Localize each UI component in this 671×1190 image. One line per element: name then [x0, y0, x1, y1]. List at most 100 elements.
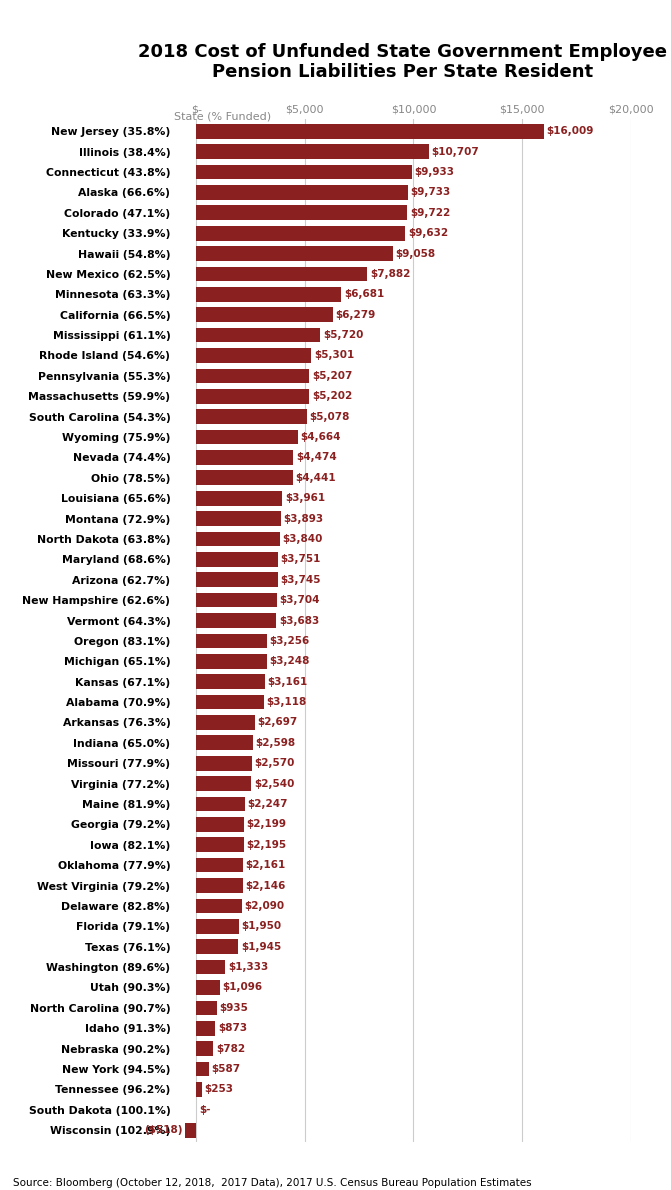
Bar — [196, 858, 243, 872]
Bar — [196, 490, 282, 506]
Bar — [196, 838, 244, 852]
Text: $2,598: $2,598 — [255, 738, 295, 747]
Text: $3,683: $3,683 — [279, 615, 319, 626]
Text: $7,882: $7,882 — [370, 269, 411, 278]
Text: $1,096: $1,096 — [223, 983, 263, 992]
Text: $2,570: $2,570 — [254, 758, 295, 769]
Text: $-: $- — [199, 1104, 210, 1115]
Bar — [196, 450, 293, 465]
Text: $5,720: $5,720 — [323, 330, 364, 340]
Bar — [196, 267, 368, 281]
Bar — [196, 756, 252, 771]
Bar — [196, 349, 311, 363]
Text: $1,945: $1,945 — [241, 941, 281, 952]
Text: $587: $587 — [211, 1064, 241, 1075]
Bar — [196, 287, 342, 301]
Text: ($518): ($518) — [144, 1126, 183, 1135]
Text: $3,961: $3,961 — [285, 493, 325, 503]
Bar — [196, 654, 267, 669]
Text: $2,540: $2,540 — [254, 778, 295, 789]
Bar — [196, 675, 265, 689]
Text: $2,697: $2,697 — [258, 718, 298, 727]
Bar — [196, 430, 297, 444]
Text: $3,893: $3,893 — [283, 514, 323, 524]
Text: $3,840: $3,840 — [282, 534, 323, 544]
Text: $2,090: $2,090 — [244, 901, 285, 910]
Bar — [196, 327, 321, 343]
Bar — [196, 1061, 209, 1076]
Text: $9,733: $9,733 — [410, 187, 450, 198]
Bar — [196, 796, 245, 812]
Text: $9,722: $9,722 — [410, 208, 450, 218]
Text: $253: $253 — [204, 1084, 234, 1095]
Text: $3,256: $3,256 — [270, 635, 310, 646]
Bar — [196, 1082, 202, 1097]
Text: $5,202: $5,202 — [312, 392, 352, 401]
Text: $16,009: $16,009 — [547, 126, 594, 136]
Text: $2,199: $2,199 — [246, 820, 287, 829]
Bar — [196, 164, 412, 180]
Text: $4,474: $4,474 — [296, 452, 337, 463]
Bar — [196, 409, 307, 424]
Bar — [196, 960, 225, 975]
Bar — [196, 369, 309, 383]
Text: $6,681: $6,681 — [344, 289, 384, 300]
Bar — [196, 919, 239, 934]
Text: $2,146: $2,146 — [246, 881, 286, 890]
Text: $9,933: $9,933 — [415, 167, 455, 177]
Bar — [196, 1001, 217, 1015]
Text: $2,161: $2,161 — [246, 860, 286, 870]
Bar — [196, 389, 309, 403]
Bar — [196, 878, 243, 892]
Bar — [196, 124, 544, 138]
Bar — [196, 206, 407, 220]
Text: $1,333: $1,333 — [227, 962, 268, 972]
Bar — [196, 613, 276, 628]
Text: $3,248: $3,248 — [269, 656, 310, 666]
Text: $935: $935 — [219, 1003, 248, 1013]
Text: $9,632: $9,632 — [408, 228, 448, 238]
Bar — [196, 695, 264, 709]
Text: $3,745: $3,745 — [280, 575, 321, 584]
Text: $3,704: $3,704 — [279, 595, 320, 606]
Bar — [196, 512, 280, 526]
Bar — [196, 307, 333, 322]
Text: $2,247: $2,247 — [248, 798, 288, 809]
Bar — [196, 818, 244, 832]
Text: $5,301: $5,301 — [314, 351, 354, 361]
Bar — [196, 715, 255, 729]
Text: $3,161: $3,161 — [268, 677, 308, 687]
Text: State (% Funded): State (% Funded) — [174, 111, 272, 121]
Text: $10,707: $10,707 — [431, 146, 479, 157]
Bar — [196, 246, 393, 261]
Bar — [196, 633, 267, 649]
Bar — [196, 898, 242, 913]
Bar — [196, 552, 278, 566]
Bar — [196, 572, 278, 587]
Text: $6,279: $6,279 — [336, 309, 376, 320]
Text: $3,751: $3,751 — [280, 555, 321, 564]
Bar — [196, 981, 220, 995]
Bar — [185, 1123, 196, 1138]
Text: $5,078: $5,078 — [309, 412, 350, 421]
Bar — [196, 470, 293, 486]
Bar — [196, 144, 429, 159]
Bar — [196, 776, 252, 791]
Text: $1,950: $1,950 — [241, 921, 281, 932]
Bar — [196, 226, 405, 240]
Text: $873: $873 — [218, 1023, 247, 1033]
Text: $782: $782 — [216, 1044, 245, 1053]
Bar — [196, 532, 280, 546]
Bar — [196, 1021, 215, 1035]
Text: $5,207: $5,207 — [312, 371, 352, 381]
Bar — [196, 735, 253, 750]
Title: 2018 Cost of Unfunded State Government Employee
Pension Liabilities Per State Re: 2018 Cost of Unfunded State Government E… — [138, 43, 667, 81]
Bar — [196, 186, 408, 200]
Bar — [196, 1041, 213, 1056]
Text: $3,118: $3,118 — [266, 697, 307, 707]
Bar — [196, 939, 238, 954]
Bar — [196, 593, 276, 607]
Text: Source: Bloomberg (October 12, 2018,  2017 Data), 2017 U.S. Census Bureau Popula: Source: Bloomberg (October 12, 2018, 201… — [13, 1178, 532, 1188]
Text: $4,441: $4,441 — [295, 472, 336, 483]
Text: $2,195: $2,195 — [246, 840, 287, 850]
